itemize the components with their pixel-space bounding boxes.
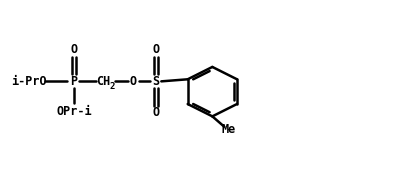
Text: O: O <box>130 75 137 88</box>
Text: O: O <box>152 43 159 56</box>
Text: P: P <box>70 75 77 88</box>
Text: OPr-i: OPr-i <box>56 105 92 118</box>
Text: S: S <box>152 75 159 88</box>
Text: O: O <box>70 43 77 56</box>
Text: CH: CH <box>96 75 111 88</box>
Text: Me: Me <box>222 123 236 136</box>
Text: i-PrO: i-PrO <box>12 75 47 88</box>
Text: 2: 2 <box>109 82 115 91</box>
Text: O: O <box>152 106 159 119</box>
